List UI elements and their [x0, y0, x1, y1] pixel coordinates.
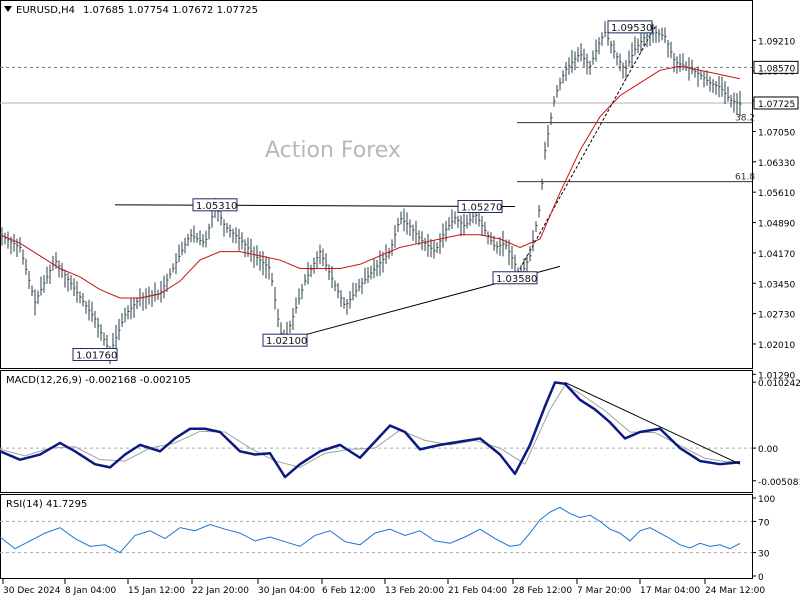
price-axis-label: 1.04890	[758, 220, 795, 230]
watermark-text: Action Forex	[265, 138, 401, 163]
current-price-tag-box	[753, 96, 799, 110]
price-annotation-label: 1.03580	[496, 274, 537, 285]
macd-signal-line	[0, 384, 740, 468]
time-axis-label: 21 Feb 04:00	[448, 586, 507, 596]
level-price-tag: 1.08570	[758, 64, 795, 74]
axis-layer: 1.092101.084901.077701.070501.063301.056…	[2, 37, 800, 596]
price-annotation-box	[492, 271, 538, 285]
rsi-pane-frame	[0, 494, 753, 579]
time-axis-label: 24 Mar 12:00	[705, 586, 765, 596]
price-annotation-box	[72, 348, 118, 362]
macd-axis-label: 0.010242	[758, 379, 800, 389]
macd-layer	[0, 381, 752, 479]
price-annotation-box	[457, 200, 503, 214]
rsi-axis-label: 0	[758, 573, 764, 583]
rsi-axis-label: 70	[758, 518, 770, 528]
price-annotation-label: 1.09530	[611, 23, 652, 34]
moving-average-line	[0, 65, 741, 299]
time-axis-label: 17 Mar 04:00	[640, 586, 700, 596]
price-layer: 38.2 61.8 1.01760 1.02100 1.05310 1.05270 1.03…	[0, 20, 755, 365]
rsi-layer	[0, 506, 752, 554]
macd-axis-label: 0.00	[758, 445, 778, 455]
price-annotation-label: 1.05310	[196, 201, 237, 212]
time-axis-label: 28 Feb 12:00	[513, 586, 572, 596]
price-annotation-box	[192, 198, 238, 212]
level-price-tag-box	[753, 60, 799, 74]
price-pane-frame	[0, 0, 753, 369]
trendline	[114, 204, 516, 208]
macd-line	[0, 381, 741, 479]
macd-pane-frame	[0, 370, 753, 493]
time-axis-label: 13 Feb 20:00	[385, 586, 444, 596]
time-axis-label: 8 Jan 04:00	[65, 586, 117, 596]
fib-level-label: 61.8	[735, 173, 755, 183]
price-axis-label: 1.01290	[758, 371, 795, 381]
fib-level-label: 38.2	[735, 114, 755, 124]
price-axis-label: 1.06330	[758, 159, 795, 169]
price-axis-label: 1.03450	[758, 280, 795, 290]
price-header: EURUSD,H4 1.07685 1.07754 1.07672 1.0772…	[4, 5, 258, 16]
trendline	[514, 26, 656, 279]
price-annotation-box	[607, 20, 653, 34]
time-axis-label: 30 Dec 2024	[3, 586, 61, 596]
price-annotation-box	[262, 333, 308, 347]
rsi-axis-label: 30	[758, 550, 770, 560]
price-axis-label: 1.04170	[758, 250, 795, 260]
macd-title: MACD(12,26,9) -0.002168 -0.002105	[6, 375, 191, 386]
price-axis-label: 1.09210	[758, 37, 795, 47]
price-annotation-label: 1.01760	[76, 351, 117, 362]
time-axis-label: 30 Jan 04:00	[258, 586, 315, 596]
price-axis-label: 1.02010	[758, 341, 795, 351]
rsi-axis-label: 100	[758, 495, 775, 505]
current-price-tag: 1.07725	[758, 100, 795, 110]
time-axis-label: 6 Feb 12:00	[322, 586, 376, 596]
price-axis-label: 1.02730	[758, 311, 795, 321]
time-axis-label: 22 Jan 20:00	[192, 586, 249, 596]
pane-collapse-icon	[4, 6, 12, 12]
macd-axis-label: -0.005081	[758, 478, 800, 488]
symbol-label: EURUSD,H4	[16, 5, 75, 16]
price-annotation-label: 1.05270	[461, 203, 502, 214]
ohlc-values: 1.07685 1.07754 1.07672 1.07725	[83, 5, 258, 16]
price-annotation-label: 1.02100	[266, 336, 307, 347]
macd-trendline	[564, 381, 741, 465]
rsi-line	[0, 506, 741, 554]
rsi-title: RSI(14) 41.7295	[6, 499, 87, 510]
time-axis-label: 15 Jan 12:00	[128, 586, 185, 596]
price-axis-label: 1.05610	[758, 189, 795, 199]
price-axis-label: 1.07050	[758, 128, 795, 138]
time-axis-label: 7 Mar 20:00	[577, 586, 632, 596]
